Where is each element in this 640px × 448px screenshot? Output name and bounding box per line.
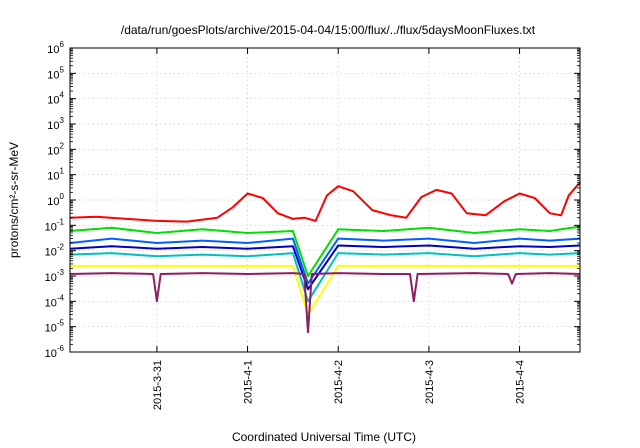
series-line-1 (69, 181, 581, 223)
y-tick-label: 10-2 (45, 243, 65, 259)
series-line-6 (70, 264, 580, 316)
series-line-2 (69, 225, 581, 277)
series-layer (69, 181, 581, 334)
x-tick-label: 2015-4-3 (424, 360, 436, 404)
y-tick-label: 10-4 (45, 293, 65, 309)
x-tick-label: 2015-4-1 (243, 360, 255, 404)
y-tick-label: 10-1 (45, 217, 65, 233)
axis-ticks: 10-6 10-5 10-4 10-3 10-2 10-1 100 101 102 103 104 1… (45, 40, 580, 410)
x-tick-label: 2015-4-4 (515, 360, 527, 404)
y-tick-label: 10-6 (45, 344, 65, 360)
y-tick-label: 10-3 (45, 268, 65, 284)
series-line-3 (69, 237, 581, 285)
y-tick-label: 105 (47, 65, 64, 81)
x-axis-label: Coordinated Universal Time (UTC) (232, 430, 416, 444)
y-tick-label: 102 (47, 141, 64, 157)
y-tick-label: 103 (47, 116, 64, 132)
y-tick-label: 100 (47, 192, 64, 208)
x-tick-label: 2015-3-31 (152, 360, 164, 410)
series-line-4 (69, 244, 581, 291)
y-tick-label: 10-5 (45, 319, 65, 335)
series-line-7 (69, 272, 581, 334)
y-tick-label: 106 (47, 40, 64, 56)
y-tick-label: 104 (47, 91, 64, 107)
x-tick-label: 2015-4-2 (333, 360, 345, 404)
chart-title: /data/run/goesPlots/archive/2015-04-04/1… (121, 23, 536, 37)
series-line-5 (69, 252, 581, 303)
y-tick-label: 101 (47, 167, 64, 183)
y-axis-label: protons/cm²-s-sr-MeV (7, 142, 21, 258)
